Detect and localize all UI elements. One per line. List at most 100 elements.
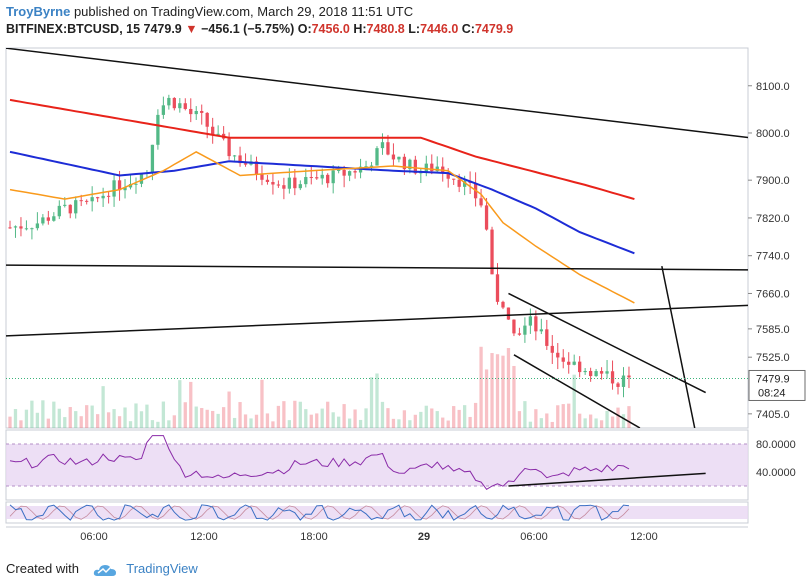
volume-bar: [369, 377, 374, 428]
candle-body: [101, 195, 105, 199]
candles: [8, 94, 631, 398]
volume-bar: [484, 369, 489, 428]
price-pane: [5, 47, 749, 429]
candle-body: [205, 112, 209, 127]
volume-bar: [424, 405, 428, 428]
volume-bar: [572, 374, 576, 428]
volume-bar: [287, 420, 292, 428]
volume-bar: [375, 373, 379, 428]
candle-body: [293, 177, 297, 189]
volume-bar: [391, 418, 396, 428]
tradingview-brand[interactable]: TradingView: [126, 561, 198, 576]
ma-blue-line: [9, 150, 635, 255]
volume-bar: [63, 417, 67, 428]
volume-bar: [172, 415, 176, 428]
volume-bar: [446, 420, 450, 428]
volume-bar: [167, 420, 171, 428]
candle-body: [90, 197, 94, 202]
candle-body: [46, 217, 50, 221]
volume-bar: [610, 416, 615, 428]
volume-bar: [90, 405, 94, 428]
volume-bar: [331, 412, 335, 428]
volume-bar: [178, 380, 182, 428]
volume-bar: [298, 401, 302, 428]
candle-body: [156, 114, 160, 145]
volume-bar: [457, 409, 461, 428]
candle-body: [41, 217, 45, 224]
volume-bar: [347, 418, 352, 428]
candle-body: [567, 361, 571, 365]
volume-bar: [397, 419, 401, 428]
candle-body: [506, 307, 511, 320]
volume-bar: [52, 401, 56, 428]
volume-bar: [326, 401, 330, 428]
candle-body: [74, 200, 78, 214]
down-arrow-icon: ▼: [185, 22, 198, 36]
candle-body: [320, 174, 324, 179]
volume-bar: [320, 408, 324, 428]
volume-bar: [430, 408, 434, 428]
candle-body: [380, 142, 385, 149]
candle-body: [495, 274, 500, 302]
author-name[interactable]: TroyByrne: [6, 4, 71, 19]
publish-info: TroyByrne published on TradingView.com, …: [6, 4, 413, 19]
candle-body: [402, 156, 407, 170]
candle-body: [364, 166, 368, 168]
candle-body: [452, 178, 456, 180]
candle-body: [95, 197, 100, 199]
volume-bar: [528, 421, 533, 428]
volume-bar: [556, 405, 560, 428]
volume-bar: [30, 400, 34, 428]
candle-body: [512, 319, 516, 334]
volume-bar: [282, 401, 286, 428]
volume-bar: [112, 409, 116, 428]
volume-bar: [337, 416, 341, 428]
candle-body: [189, 108, 193, 115]
volume-bar: [183, 402, 187, 428]
volume-bar: [145, 404, 149, 428]
trendlines: [6, 48, 748, 428]
low-label: L:: [408, 22, 421, 36]
volume-bar: [380, 401, 385, 428]
candle-body: [63, 204, 67, 206]
volume-bar: [74, 411, 78, 428]
volume-bar: [506, 348, 511, 428]
candle-body: [326, 174, 330, 184]
volume-bar: [19, 420, 23, 428]
volume-bar: [353, 409, 357, 428]
candle-body: [446, 173, 450, 179]
candle-body: [408, 159, 412, 170]
volume-bar: [200, 408, 204, 428]
volume-bar: [46, 418, 50, 428]
price-tick-label: 7900.0: [756, 175, 790, 187]
candle-body: [331, 170, 335, 184]
volume-bar: [106, 412, 111, 428]
candle-body: [599, 371, 604, 374]
candle-body: [57, 205, 61, 217]
candle-body: [216, 133, 220, 135]
price-chart[interactable]: 8100.0 8000.0 7900.0 7820.0 7740.0 7660.0 7585…: [0, 40, 807, 556]
volume-bar: [35, 412, 40, 428]
volume-bar: [462, 405, 467, 428]
high-value: 7480.8: [366, 22, 405, 36]
candle-body: [238, 155, 242, 164]
rsi-tick-label: 80.0000: [756, 439, 796, 451]
rsi-line: [9, 435, 630, 490]
volume-bar: [221, 407, 226, 428]
volume-bar: [567, 403, 571, 428]
candle-body: [583, 370, 587, 373]
candle-body: [539, 329, 543, 332]
candle-body: [397, 156, 401, 160]
candle-body: [52, 216, 56, 221]
candle-body: [167, 97, 171, 106]
volume-bar: [123, 407, 127, 428]
rsi-trendline: [508, 472, 706, 487]
volume-bar: [616, 407, 620, 428]
close-label: C:: [461, 22, 475, 36]
price-tick-label: 7660.0: [756, 288, 790, 300]
candle-body: [106, 195, 111, 197]
price-tick-label: 7525.0: [756, 352, 790, 364]
volume-bar: [386, 408, 390, 428]
symbol-info: BITFINEX:BTCUSD, 15 7479.9 ▼ −456.1 (−5.…: [6, 22, 513, 36]
volume-bar: [599, 420, 604, 428]
